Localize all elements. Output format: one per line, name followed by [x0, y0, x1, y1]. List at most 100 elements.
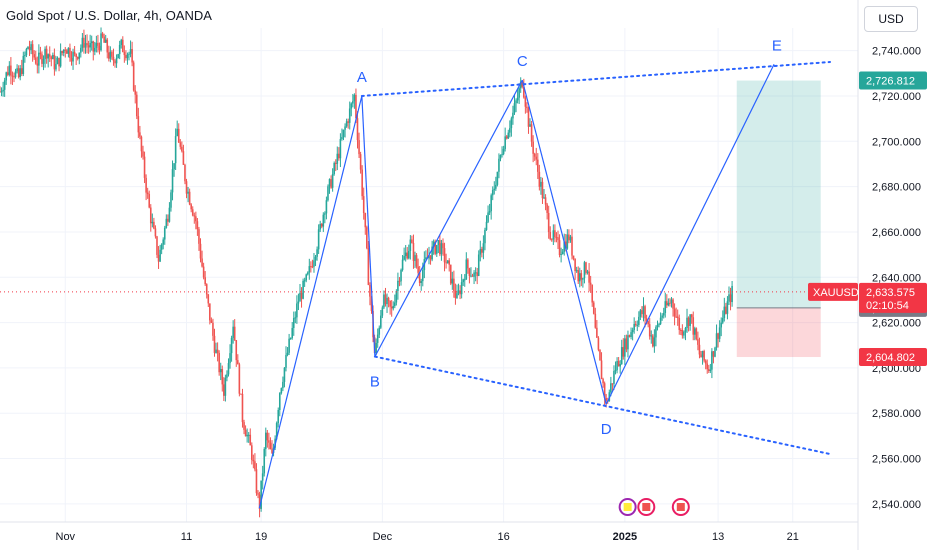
- candle-body: [456, 293, 458, 299]
- candle-body: [244, 429, 247, 437]
- candle-body: [602, 379, 604, 384]
- candle-body: [414, 255, 416, 261]
- candle-body: [300, 292, 303, 299]
- candle-body: [170, 192, 172, 208]
- candle-body: [50, 56, 53, 60]
- candle-body: [157, 254, 160, 262]
- candle-body: [310, 266, 312, 268]
- candle-body: [258, 494, 261, 509]
- upper-trendline[interactable]: [360, 60, 832, 97]
- candle-body: [64, 49, 67, 51]
- candle-body: [558, 240, 561, 255]
- candle-body: [707, 369, 710, 371]
- candle-body: [415, 255, 418, 267]
- candle-body: [143, 156, 146, 178]
- current-price-tag: 2,633.575: [866, 287, 915, 299]
- candle-body: [135, 94, 138, 117]
- candle-body: [507, 132, 510, 139]
- candle-body: [516, 97, 519, 101]
- candle-body: [350, 103, 353, 109]
- candle-body: [20, 68, 23, 74]
- candle-body: [440, 243, 443, 255]
- candle-body: [404, 252, 407, 257]
- candle-body: [163, 227, 166, 240]
- candle-body: [24, 55, 26, 57]
- candle-body: [359, 154, 362, 170]
- candle-body: [700, 354, 702, 358]
- candle-body: [308, 266, 311, 273]
- candle-body: [582, 278, 584, 280]
- wave-line[interactable]: [521, 79, 607, 405]
- candle-body: [638, 316, 640, 325]
- candle-body: [620, 347, 623, 365]
- candle-body: [698, 344, 701, 355]
- candle-body: [488, 211, 491, 213]
- candle-body: [255, 469, 258, 494]
- candle-body: [547, 212, 550, 233]
- wave-line[interactable]: [605, 63, 775, 405]
- candle-body: [526, 106, 528, 109]
- candle-body: [243, 422, 245, 430]
- candle-body: [201, 258, 203, 267]
- candle-body: [218, 352, 220, 373]
- candle-body: [544, 197, 547, 205]
- candle-body: [115, 58, 118, 64]
- candle-body: [193, 215, 196, 217]
- candle-body: [260, 480, 262, 509]
- y-tick-label: 2,580.000: [872, 408, 921, 420]
- candle-body: [146, 192, 149, 195]
- candle-body: [686, 317, 688, 329]
- candle-body: [504, 136, 506, 149]
- lower-trendline[interactable]: [373, 355, 832, 456]
- candle-body: [704, 360, 707, 364]
- candle-body: [613, 370, 615, 384]
- candle-body: [87, 45, 90, 48]
- candle-body: [13, 76, 15, 78]
- wave-line[interactable]: [361, 95, 376, 357]
- candle-body: [568, 234, 570, 241]
- candle-body: [493, 188, 496, 191]
- candle-body: [655, 327, 657, 338]
- candle-body: [418, 272, 421, 283]
- y-tick-label: 2,660.000: [872, 227, 921, 239]
- candle-body: [126, 54, 129, 59]
- stop-zone[interactable]: [736, 307, 821, 358]
- candle-body: [16, 68, 18, 72]
- candle-body: [398, 280, 401, 282]
- wave-line[interactable]: [374, 79, 523, 357]
- candle-body: [445, 262, 447, 264]
- candle-body: [151, 221, 154, 224]
- candle-body: [509, 128, 511, 133]
- candle-body: [226, 374, 228, 378]
- wave-line[interactable]: [258, 95, 363, 509]
- candle-body: [73, 51, 76, 55]
- candle-body: [59, 51, 62, 67]
- candle-body: [684, 328, 687, 332]
- candle-body: [527, 108, 530, 127]
- candle-body: [491, 190, 494, 196]
- y-tick-label: 2,620.000: [872, 318, 921, 330]
- candle-body: [390, 306, 393, 309]
- candle-body: [375, 342, 377, 353]
- candle-body: [420, 281, 423, 283]
- currency-button[interactable]: USD: [864, 6, 918, 32]
- candle-body: [532, 141, 534, 154]
- candle-body: [156, 236, 158, 255]
- candle-body: [510, 118, 513, 129]
- candle-body: [184, 164, 186, 182]
- candle-body: [530, 124, 533, 142]
- candle-body: [327, 186, 329, 201]
- candle-body: [481, 248, 483, 253]
- candle-body: [463, 279, 466, 281]
- candle-body: [675, 316, 677, 318]
- candle-body: [89, 43, 91, 48]
- candle-body: [535, 156, 538, 160]
- candle-body: [219, 369, 222, 373]
- profit-zone[interactable]: [736, 80, 821, 308]
- candle-body: [453, 278, 455, 291]
- candle-body: [703, 351, 705, 361]
- candle-body: [104, 39, 107, 43]
- candle-body: [25, 48, 28, 56]
